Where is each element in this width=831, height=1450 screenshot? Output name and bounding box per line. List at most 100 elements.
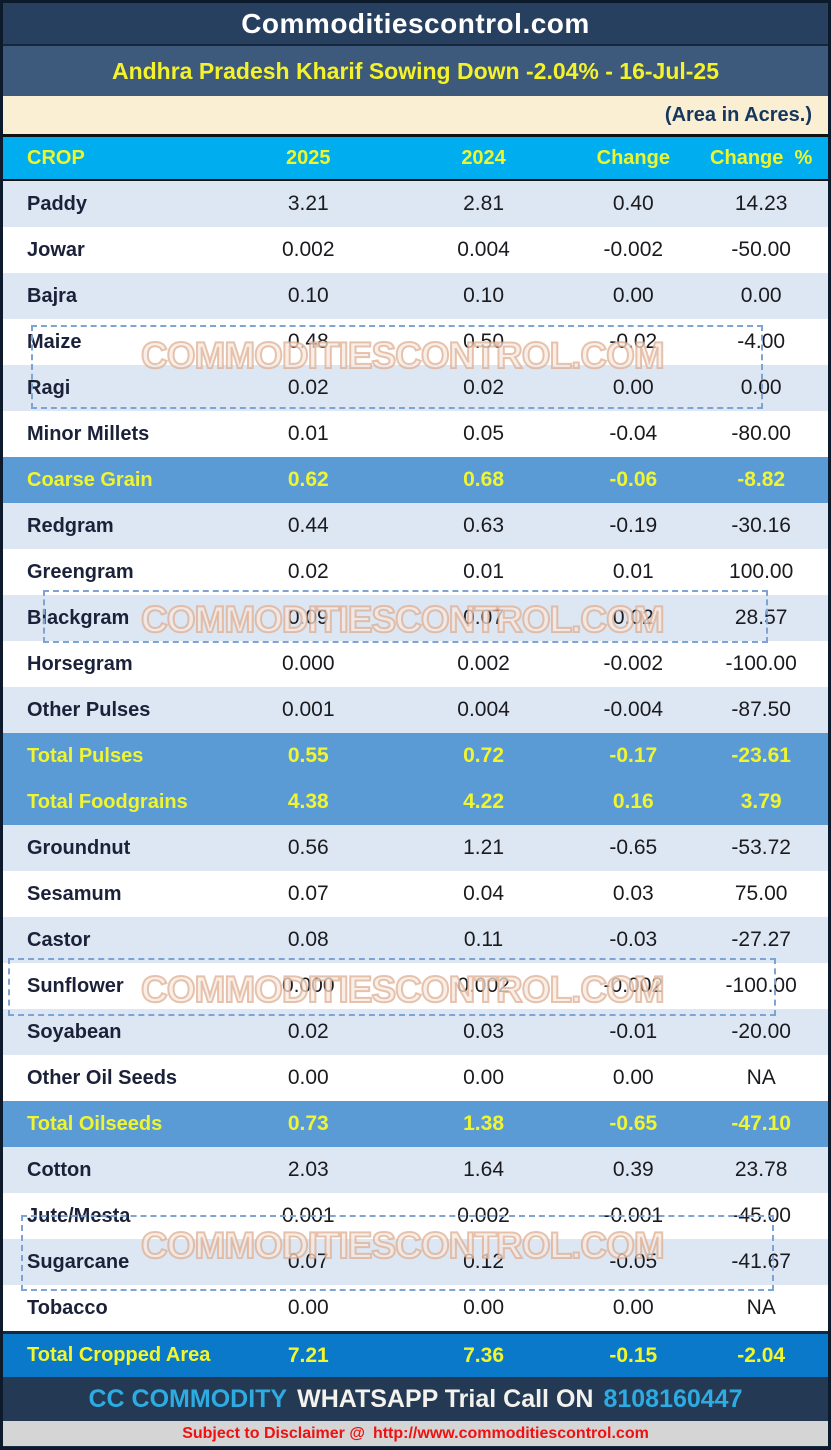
area-2025-cell: 0.73 [287,1112,329,1135]
column-header-2024: 2024 [461,146,506,169]
change-pct-cell: -53.72 [731,836,791,859]
crop-name-cell: Groundnut [27,836,131,859]
table-row: Ragi 0.02 0.02 0.00 0.00 [3,365,828,411]
change-cell: -0.002 [603,974,664,997]
change-cell: -0.06 [609,468,658,491]
table-row: Greengram 0.02 0.01 0.01 100.00 [3,549,828,595]
crop-name-cell: Total Pulses [27,744,144,767]
site-header: Commoditiescontrol.com [3,3,828,44]
area-2025-cell: 3.21 [287,192,329,215]
area-2024-cell: 0.002 [457,974,510,997]
promo-message: WHATSAPP Trial Call ON [297,1384,594,1413]
table-row: Jowar 0.002 0.004 -0.002 -50.00 [3,227,828,273]
change-pct-cell: -2.04 [737,1343,786,1367]
change-cell: -0.04 [609,422,658,445]
change-pct-cell: -30.16 [731,514,791,537]
table-row: Coarse Grain 0.62 0.68 -0.06 -8.82 [3,457,828,503]
table-row: Total Oilseeds 0.73 1.38 -0.65 -47.10 [3,1101,828,1147]
crop-name-cell: Coarse Grain [27,468,153,491]
area-2025-cell: 0.001 [281,698,335,721]
table-row: Other Pulses 0.001 0.004 -0.004 -87.50 [3,687,828,733]
change-cell: -0.02 [609,330,658,353]
area-2025-cell: 7.21 [287,1343,329,1367]
crop-name-cell: Cotton [27,1158,92,1181]
change-pct-cell: -100.00 [725,974,797,997]
change-pct-cell: 3.79 [740,790,782,813]
area-2024-cell: 0.004 [457,238,510,261]
change-pct-cell: -4.00 [737,330,786,353]
change-cell: 0.00 [612,376,654,399]
crop-table-body: Paddy 3.21 2.81 0.40 14.23 Jowar 0.002 0… [3,181,828,1377]
table-row: Groundnut 0.56 1.21 -0.65 -53.72 [3,825,828,871]
crop-name-cell: Greengram [27,560,134,583]
crop-name-cell: Castor [27,928,91,951]
table-row: Jute/Mesta 0.001 0.002 -0.001 -45.00 [3,1193,828,1239]
area-2024-cell: 0.04 [463,882,504,905]
report-title: Andhra Pradesh Kharif Sowing Down -2.04%… [111,57,720,84]
area-2025-cell: 0.44 [287,514,329,537]
table-row: Sunflower 0.000 0.002 -0.002 -100.00 [3,963,828,1009]
change-pct-cell: 23.78 [734,1158,788,1181]
area-2025-cell: 0.10 [287,284,329,307]
change-pct-cell: -23.61 [731,744,791,767]
change-pct-cell: -41.67 [731,1250,791,1273]
crop-name-cell: Redgram [27,514,114,537]
change-pct-cell: -27.27 [731,928,791,951]
area-2024-cell: 0.02 [463,376,504,399]
change-cell: 0.01 [612,560,654,583]
area-2025-cell: 0.01 [287,422,329,445]
change-pct-cell: 0.00 [740,284,782,307]
column-header-crop: CROP [27,146,85,169]
change-cell: 0.16 [612,790,654,813]
crop-name-cell: Jute/Mesta [27,1204,131,1227]
area-2025-cell: 4.38 [287,790,329,813]
column-header-change: Change [596,146,670,169]
change-cell: -0.17 [609,744,658,767]
table-row: Blackgram 0.09 0.07 0.02 28.57 [3,595,828,641]
area-2025-cell: 0.56 [287,836,329,859]
change-pct-cell: -45.00 [731,1204,791,1227]
area-2025-cell: 0.08 [287,928,329,951]
crop-name-cell: Minor Millets [27,422,150,445]
promo-phone[interactable]: 8108160447 [603,1384,743,1413]
table-row: Other Oil Seeds 0.00 0.00 0.00 NA [3,1055,828,1101]
area-2024-cell: 0.05 [463,422,504,445]
area-2025-cell: 0.07 [287,882,329,905]
table-row: Sugarcane 0.07 0.12 -0.05 -41.67 [3,1239,828,1285]
change-cell: -0.05 [609,1250,658,1273]
change-cell: -0.65 [609,1112,658,1135]
area-2024-cell: 0.004 [457,698,510,721]
area-2024-cell: 0.002 [457,652,510,675]
area-2024-cell: 0.50 [463,330,504,353]
area-2024-cell: 2.81 [463,192,504,215]
crop-name-cell: Sunflower [27,974,124,997]
change-pct-cell: NA [746,1296,776,1319]
area-2024-cell: 0.12 [463,1250,504,1273]
disclaimer-link[interactable]: http://www.commoditiescontrol.com [372,1424,649,1442]
table-row: Paddy 3.21 2.81 0.40 14.23 [3,181,828,227]
change-cell: 0.00 [612,284,654,307]
disclaimer-band: Subject to Disclaimer @ http://www.commo… [3,1421,828,1446]
area-2024-cell: 0.10 [463,284,504,307]
change-cell: -0.002 [603,652,664,675]
change-cell: 0.40 [612,192,654,215]
column-header-change-pct: Change % [710,146,813,169]
crop-name-cell: Sesamum [27,882,122,905]
change-cell: 0.00 [612,1296,654,1319]
table-row: Redgram 0.44 0.63 -0.19 -30.16 [3,503,828,549]
table-row: Total Pulses 0.55 0.72 -0.17 -23.61 [3,733,828,779]
table-row: Soyabean 0.02 0.03 -0.01 -20.00 [3,1009,828,1055]
area-2025-cell: 0.55 [287,744,329,767]
area-2025-cell: 0.00 [287,1066,329,1089]
crop-name-cell: Horsegram [27,652,133,675]
site-title: Commoditiescontrol.com [241,7,590,39]
crop-name-cell: Ragi [27,376,71,399]
area-2025-cell: 0.000 [281,652,335,675]
change-pct-cell: -8.82 [737,468,786,491]
change-pct-cell: 28.57 [734,606,788,629]
area-2025-cell: 0.02 [287,560,329,583]
area-2024-cell: 0.11 [463,928,504,951]
bottom-strip [3,1446,828,1447]
table-row: Cotton 2.03 1.64 0.39 23.78 [3,1147,828,1193]
